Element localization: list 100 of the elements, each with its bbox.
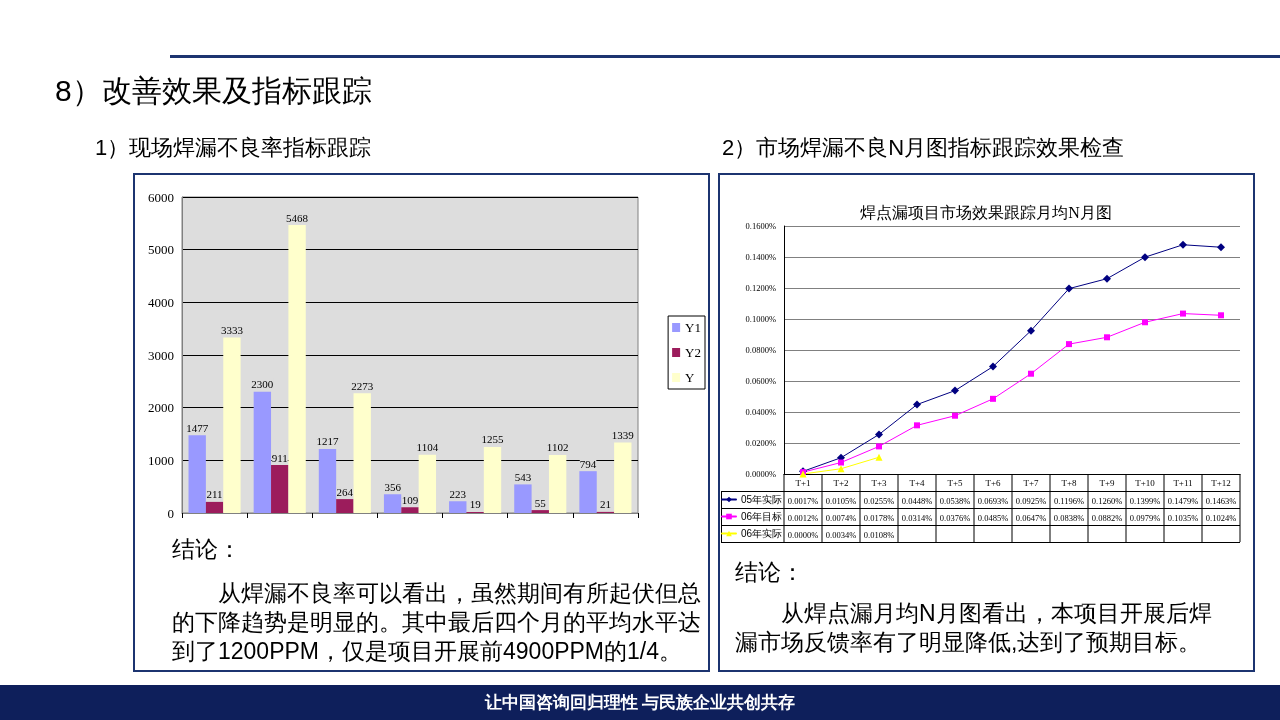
chart-subtitle: 焊点漏项目市场效果跟踪月均N月图 xyxy=(860,203,1112,221)
point xyxy=(913,400,921,409)
footer-bar: 让中国咨询回归理性 与民族企业共创共存 xyxy=(0,685,1280,720)
text: 从焊漏不良率可以看出，虽然期间有所起伏但总的下降趋势是明显的。其中最后四个月的平均水平达到了1200PPM，仅是项目开展前4900PPM的1/4。 xyxy=(172,579,702,666)
data-label: 0.0108% xyxy=(863,529,895,540)
data-label: 21 xyxy=(599,498,611,511)
x-tick-label: T+7 xyxy=(1023,477,1040,488)
data-label: 0.1035% xyxy=(1167,512,1199,523)
bar xyxy=(531,510,549,513)
data-label: 1339 xyxy=(611,428,635,441)
legend-label: Y2 xyxy=(685,345,701,360)
data-label: 0.0000% xyxy=(787,529,819,540)
y-tick-label: 0.0800% xyxy=(745,345,776,355)
point xyxy=(838,459,844,466)
y-tick-label: 0.0400% xyxy=(745,407,776,417)
x-tick-label: T+3 xyxy=(871,477,888,488)
data-label: 1104 xyxy=(416,441,439,454)
bar xyxy=(318,448,337,513)
data-label: 0.1479% xyxy=(1167,495,1199,506)
data-label: 0.1260% xyxy=(1091,495,1123,506)
bar xyxy=(401,507,419,513)
data-label: 0.0882% xyxy=(1091,512,1123,523)
bar xyxy=(514,484,532,513)
point xyxy=(1103,274,1111,283)
x-tick-label: T+6 xyxy=(985,477,1002,488)
point xyxy=(990,395,996,402)
data-label: 0.0925% xyxy=(1015,495,1047,506)
point xyxy=(1218,312,1224,319)
data-label: 0.0647% xyxy=(1015,512,1047,523)
point xyxy=(952,412,958,419)
bar xyxy=(336,499,354,513)
point xyxy=(1142,319,1148,326)
data-label: 0.0485% xyxy=(977,512,1009,523)
x-tick-label: T+2 xyxy=(833,477,849,488)
data-label: 794 xyxy=(579,457,597,470)
data-label: 1217 xyxy=(316,435,339,448)
data-label: 2273 xyxy=(351,379,374,392)
y-tick-label: 0.1600% xyxy=(745,221,776,231)
data-label: 1477 xyxy=(186,421,209,434)
legend-label: 05年实际 xyxy=(741,494,783,505)
data-label: 0.1196% xyxy=(1053,495,1085,506)
bar xyxy=(614,442,632,513)
bar xyxy=(205,501,224,513)
bar xyxy=(449,501,467,513)
point xyxy=(1180,310,1186,317)
x-tick-label: T+4 xyxy=(909,477,926,488)
point xyxy=(1065,284,1073,293)
data-label: 2300 xyxy=(251,378,274,391)
bar xyxy=(253,391,272,513)
data-label: 0.0017% xyxy=(787,495,819,506)
data-label: 0.0979% xyxy=(1129,512,1161,523)
y-tick-label: 1000 xyxy=(148,452,174,468)
x-tick-label: T+10 xyxy=(1135,477,1156,488)
y-tick-label: 0.0000% xyxy=(745,469,776,479)
text: 从焊点漏月均N月图看出，本项目开展后焊漏市场反馈率有了明显降低,达到了预期目标。 xyxy=(735,599,1213,657)
data-label: 0.0314% xyxy=(901,512,933,523)
bar xyxy=(223,337,241,513)
y-tick-label: 0.0600% xyxy=(745,376,776,386)
data-label: 0.0376% xyxy=(939,512,971,523)
data-label: 0.0838% xyxy=(1053,512,1085,523)
legend-label: 06年实际 xyxy=(741,528,783,539)
y-tick-label: 5000 xyxy=(148,242,174,258)
y-tick-label: 0.1400% xyxy=(745,252,776,262)
legend-label: 06年目标 xyxy=(741,511,783,522)
data-label: 0.0074% xyxy=(825,512,857,523)
bar xyxy=(579,471,597,513)
data-label: 5468 xyxy=(286,211,309,224)
y-tick-label: 0 xyxy=(167,505,174,521)
point xyxy=(1027,326,1035,335)
data-label: 1255 xyxy=(481,433,505,446)
data-label: 109 xyxy=(401,493,419,506)
bar xyxy=(483,446,502,513)
data-label: 0.0012% xyxy=(787,512,819,523)
y-tick-label: 4000 xyxy=(148,294,174,310)
data-label: 19 xyxy=(469,498,482,511)
text: 结论： xyxy=(172,535,242,564)
legend-label: Y1 xyxy=(685,320,701,335)
x-tick-label: T+9 xyxy=(1099,477,1116,488)
chart-title: 1）现场焊漏不良率指标跟踪 xyxy=(95,134,372,162)
data-label: 0.1024% xyxy=(1205,512,1237,523)
y-tick-label: 0.1200% xyxy=(745,283,776,293)
bar xyxy=(353,393,371,513)
data-label: 0.0034% xyxy=(825,529,857,540)
data-label: 543 xyxy=(514,470,532,483)
point xyxy=(1141,253,1149,262)
data-label: 0.0693% xyxy=(977,495,1009,506)
data-label: 1102 xyxy=(546,441,569,454)
data-label: 0.0448% xyxy=(901,495,933,506)
data-label: 3333 xyxy=(220,323,244,336)
data-label: 223 xyxy=(449,487,467,500)
point xyxy=(875,430,883,439)
point xyxy=(951,386,959,395)
text: 结论： xyxy=(735,558,805,587)
y-tick-label: 6000 xyxy=(148,189,174,205)
y-tick-label: 0.1000% xyxy=(745,314,776,324)
data-label: 0.0255% xyxy=(863,495,895,506)
x-tick-label: T+12 xyxy=(1211,477,1231,488)
point xyxy=(1028,370,1034,377)
data-label: 0.1399% xyxy=(1129,495,1161,506)
point xyxy=(1104,334,1110,341)
